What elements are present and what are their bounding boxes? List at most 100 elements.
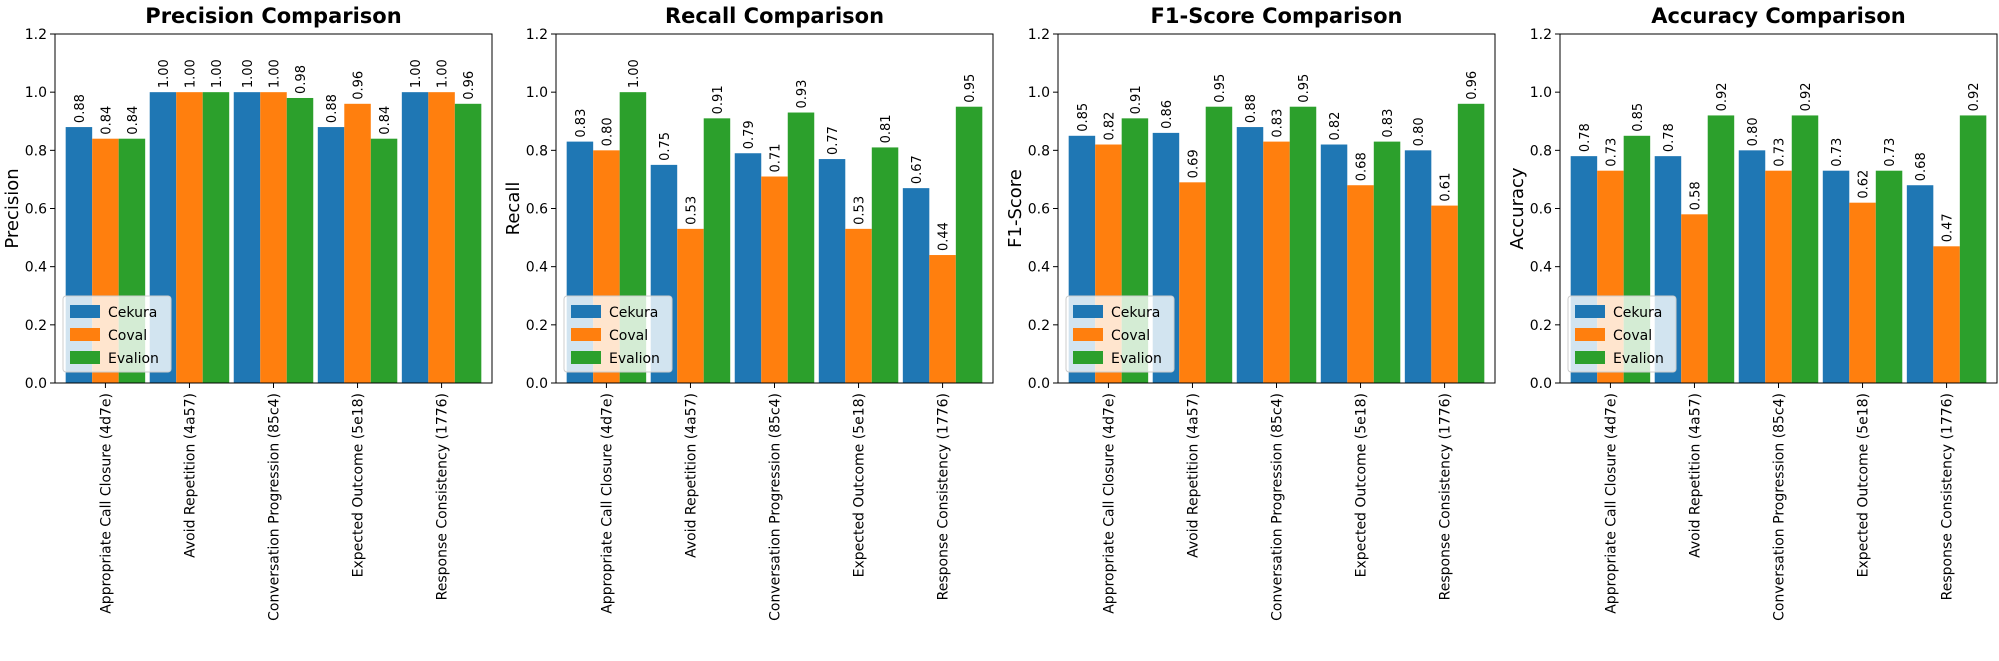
bar-evalion-5 [1959,115,1987,383]
y-tick-label: 0.2 [526,318,548,334]
data-label: 1.00 [241,59,256,88]
bar-evalion-4 [1373,141,1401,383]
data-label: 0.61 [1439,173,1454,202]
data-label: 0.95 [1297,74,1312,103]
data-label: 0.71 [769,144,784,173]
data-label: 1.00 [157,59,172,88]
y-tick-label: 1.2 [1530,27,1552,43]
data-label: 0.98 [294,65,309,94]
bar-evalion-3 [1791,115,1819,383]
bar-evalion-5 [454,103,482,384]
data-label: 0.91 [711,85,726,114]
data-label: 0.83 [1271,109,1286,138]
data-label: 0.75 [658,132,673,161]
data-label: 1.00 [268,59,283,88]
legend-swatch-cekura [571,305,601,318]
bar-cekura-4 [1320,144,1348,383]
data-label: 0.95 [1213,74,1228,103]
category-label: Expected Outcome (5e18) [852,393,868,577]
data-label: 0.80 [1746,117,1761,146]
y-axis-label: Accuracy [1507,167,1528,250]
legend-label-evalion: Evalion [108,351,159,367]
data-label: 0.83 [1381,109,1396,138]
category-label: Appropriate Call Closure (4d7e) [98,393,114,614]
y-tick-label: 1.2 [1028,27,1050,43]
bar-coval-5 [929,255,956,383]
bar-evalion-4 [871,147,899,383]
y-axis-label: Recall [503,182,524,236]
chart-panel-1: Precision Comparison Precision 0.0 0.2 0.4 0.… [2,4,493,621]
bar-coval-4 [1347,185,1374,383]
legend-label-evalion: Evalion [1111,351,1162,367]
legend-label-coval: Coval [609,328,648,344]
bar-evalion-5 [1457,103,1485,384]
category-label: Response Consistency (1776) [1438,393,1454,600]
bar-evalion-2 [1707,115,1735,383]
chart-panel-3: F1-Score Comparison F1-Score 0.0 0.2 0.4 0.6 0… [1005,4,1496,621]
bar-coval-4 [344,103,371,384]
y-tick-label: 1.2 [526,27,548,43]
y-tick-label: 0.2 [1028,318,1050,334]
legend-swatch-cekura [70,305,100,318]
bar-cekura-5 [902,188,930,383]
bar-evalion-3 [787,112,815,384]
bar-coval-2 [176,92,203,384]
data-label: 0.68 [1355,152,1370,181]
y-tick-label: 0.8 [526,143,548,159]
legend-swatch-evalion [1575,351,1605,364]
plot-frame [1559,33,1998,384]
bar-evalion-4 [1875,170,1903,383]
bar-evalion-2 [1205,106,1233,383]
legend-label-cekura: Cekura [609,305,658,321]
category-label: Avoid Repetition (4a57) [1687,393,1703,558]
data-label: 0.44 [937,222,952,251]
data-label: 0.92 [1799,82,1814,111]
y-tick-label: 0.0 [1028,376,1050,392]
legend-swatch-coval [1575,328,1605,341]
data-label: 0.68 [1914,152,1929,181]
bar-evalion-2 [703,118,731,383]
bar-coval-5 [1933,246,1960,383]
data-label: 0.62 [1857,170,1872,199]
data-label: 0.80 [600,117,615,146]
chart-panel-2: Recall Comparison Recall 0.0 0.2 0.4 0.6 0.8 1.… [503,4,994,621]
bar-cekura-4 [317,127,345,383]
legend-label-coval: Coval [1111,328,1150,344]
bar-evalion-3 [286,97,314,383]
y-tick-label: 0.8 [25,143,47,159]
data-label: 1.00 [436,59,451,88]
y-tick-label: 0.6 [25,202,47,218]
bar-coval-4 [845,228,872,383]
y-tick-label: 0.4 [1530,260,1552,276]
data-label: 0.53 [853,196,868,225]
y-tick-label: 1.0 [1028,85,1050,101]
legend-swatch-evalion [1073,351,1103,364]
legend: Cekura Coval Evalion [1065,295,1175,373]
data-label: 0.92 [1715,82,1730,111]
y-tick-label: 0.6 [1028,202,1050,218]
data-label: 0.96 [352,71,367,100]
data-label: 0.78 [1662,123,1677,152]
chart-title: Precision Comparison [145,4,401,28]
category-label: Response Consistency (1776) [435,393,451,600]
legend-label-cekura: Cekura [108,305,157,321]
legend-label-evalion: Evalion [1613,351,1664,367]
bar-evalion-2 [202,92,230,384]
category-label: Conversation Progression (85c4) [768,393,784,621]
legend-swatch-coval [1073,328,1103,341]
legend-swatch-coval [70,328,100,341]
category-label: Response Consistency (1776) [1940,393,1956,600]
bar-coval-2 [1179,182,1206,383]
data-label: 0.81 [879,114,894,143]
y-tick-label: 0.0 [526,376,548,392]
legend-label-cekura: Cekura [1613,305,1662,321]
legend-label-cekura: Cekura [1111,305,1160,321]
data-label: 0.73 [1883,138,1898,167]
data-label: 0.88 [1244,94,1259,123]
bar-coval-3 [1765,170,1792,383]
bar-coval-5 [428,92,455,384]
legend-swatch-coval [571,328,601,341]
y-tick-label: 0.6 [526,202,548,218]
bar-coval-2 [677,228,704,383]
category-label: Appropriate Call Closure (4d7e) [1101,393,1117,614]
